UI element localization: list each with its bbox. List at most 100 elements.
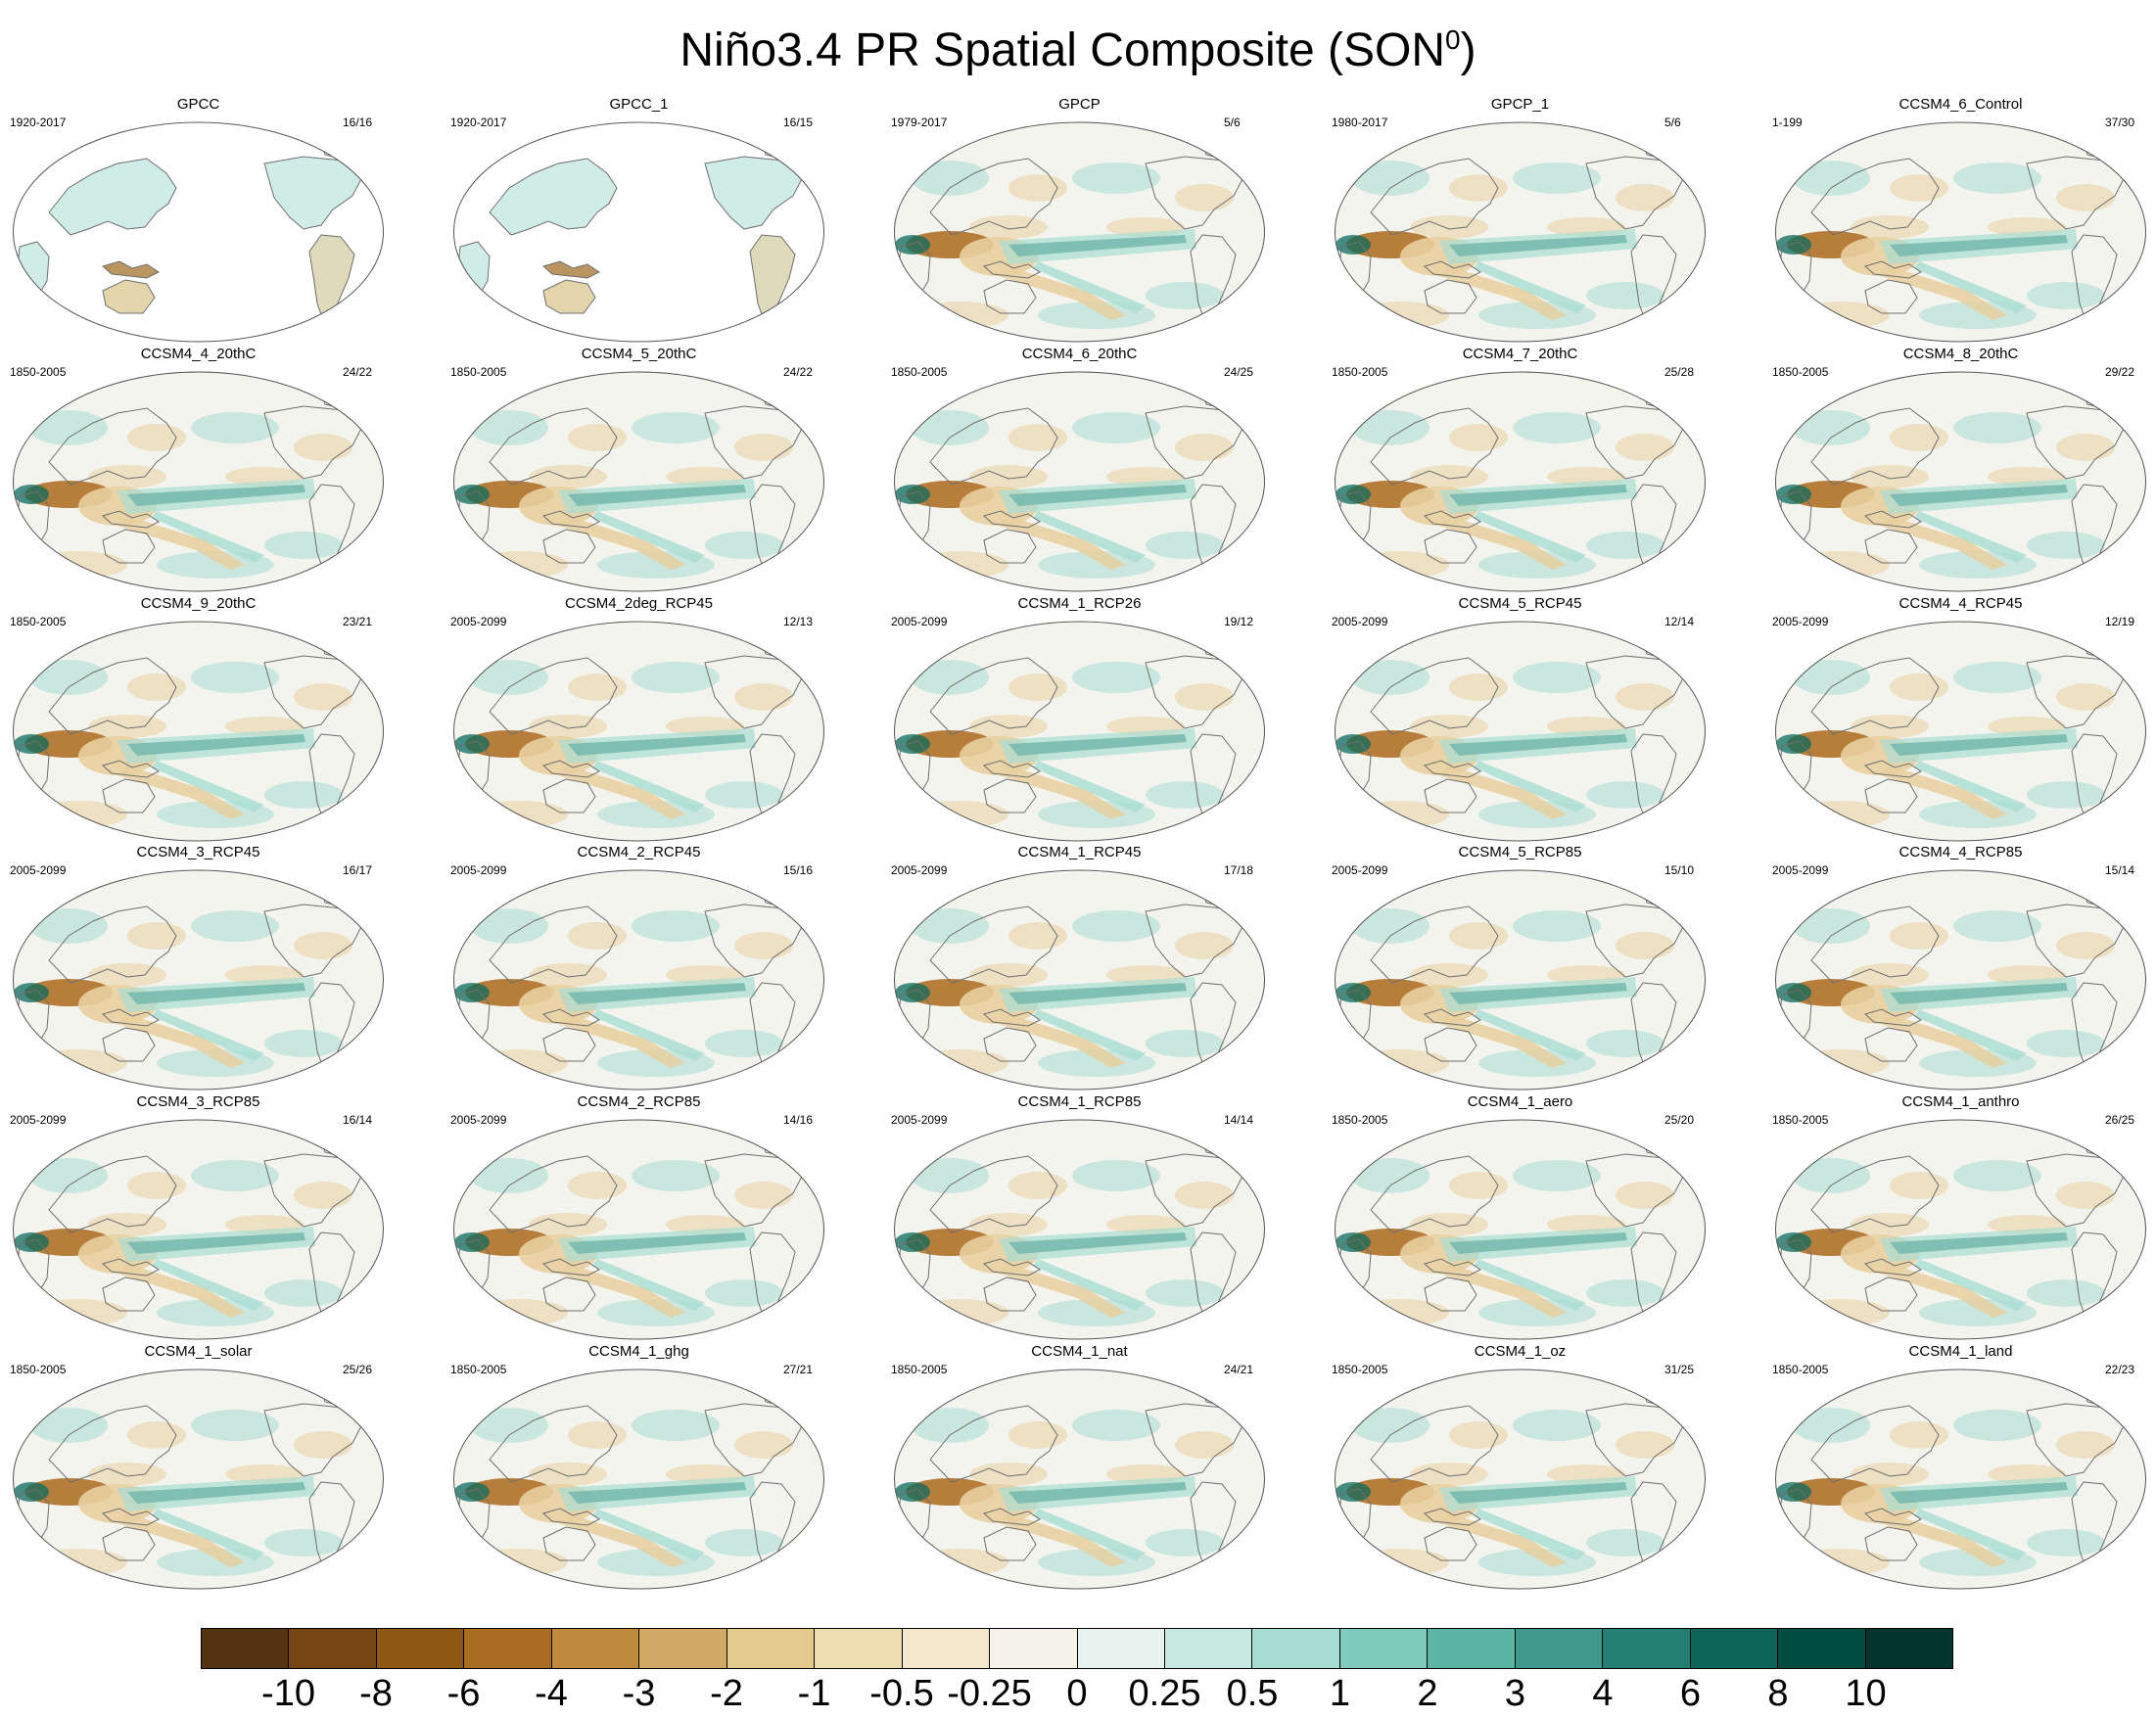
- colorbar-swatch: [815, 1629, 903, 1668]
- map-plot: [1775, 1119, 2146, 1340]
- panel-years: 2005-2099: [1772, 615, 1829, 628]
- panel-count: 24/25: [1224, 365, 1254, 379]
- colorbar-tick-label: -3: [622, 1673, 656, 1714]
- map-panel: CCSM4_1_solar 1850-2005 25/26: [10, 1343, 450, 1593]
- map-panel: CCSM4_1_RCP85 2005-2099 14/14: [891, 1093, 1332, 1343]
- panel-years: 2005-2099: [1332, 615, 1388, 628]
- colorbar-tick-label: -10: [261, 1673, 315, 1714]
- map-panel: CCSM4_2_RCP85 2005-2099 14/16: [450, 1093, 891, 1343]
- panel-title: GPCP: [1058, 96, 1101, 113]
- map-plot: [1335, 621, 1706, 842]
- panel-title: CCSM4_9_20thC: [140, 595, 257, 612]
- panel-count: 24/21: [1224, 1363, 1254, 1376]
- panel-title: CCSM4_1_ghg: [588, 1343, 689, 1360]
- map-plot: [894, 371, 1265, 592]
- map-panel: CCSM4_6_20thC 1850-2005 24/25: [891, 346, 1332, 595]
- map-plot: [453, 869, 824, 1091]
- colorbar-swatch: [464, 1629, 552, 1668]
- panel-title: CCSM4_5_20thC: [581, 346, 697, 362]
- colorbar-tick-label: -6: [446, 1673, 481, 1714]
- panel-years: 1850-2005: [1332, 1113, 1388, 1127]
- map-panel: CCSM4_9_20thC 1850-2005 23/21: [10, 595, 450, 845]
- map-panel: CCSM4_4_RCP85 2005-2099 15/14: [1772, 844, 2156, 1093]
- colorbar-tick-label: -0.5: [869, 1673, 934, 1714]
- panel-years: 2005-2099: [450, 863, 507, 877]
- map-panel: GPCP 1979-2017 5/6: [891, 96, 1332, 346]
- colorbar-tick-label: -0.25: [947, 1673, 1032, 1714]
- map-panel: CCSM4_1_oz 1850-2005 31/25: [1332, 1343, 1772, 1593]
- figure-title: Niño3.4 PR Spatial Composite (SON0): [0, 6, 2156, 85]
- colorbar-swatch: [639, 1629, 727, 1668]
- map-panel: CCSM4_5_RCP85 2005-2099 15/10: [1332, 844, 1772, 1093]
- panel-years: 2005-2099: [450, 1113, 507, 1127]
- panel-count: 25/26: [343, 1363, 373, 1376]
- map-plot: [13, 621, 384, 842]
- map-plot: [453, 1369, 824, 1590]
- panel-years: 1850-2005: [1332, 1363, 1388, 1376]
- colorbar-tick-label: -1: [797, 1673, 831, 1714]
- panel-years: 1850-2005: [1772, 365, 1829, 379]
- title-text: Niño3.4 PR Spatial Composite (SON: [680, 24, 1446, 76]
- colorbar-tick-label: 10: [1845, 1673, 1887, 1714]
- panel-title: CCSM4_4_20thC: [140, 346, 257, 362]
- panel-title: GPCC: [176, 96, 220, 113]
- panel-years: 1850-2005: [891, 1363, 948, 1376]
- map-plot: [1775, 121, 2146, 343]
- map-plot: [453, 621, 824, 842]
- panel-title: GPCC_1: [609, 96, 669, 113]
- map-panel: CCSM4_3_RCP45 2005-2099 16/17: [10, 844, 450, 1093]
- map-plot: [1775, 1369, 2146, 1590]
- map-panel: CCSM4_1_ghg 1850-2005 27/21: [450, 1343, 891, 1593]
- map-plot: [894, 121, 1265, 343]
- map-panel: CCSM4_1_nat 1850-2005 24/21: [891, 1343, 1332, 1593]
- panel-count: 26/25: [2105, 1113, 2135, 1127]
- panel-count: 5/6: [1224, 116, 1241, 129]
- panel-years: 1850-2005: [891, 365, 948, 379]
- panel-count: 12/19: [2105, 615, 2135, 628]
- map-plot: [453, 1119, 824, 1340]
- map-panel: CCSM4_4_RCP45 2005-2099 12/19: [1772, 595, 2156, 845]
- map-panel: CCSM4_8_20thC 1850-2005 29/22: [1772, 346, 2156, 595]
- panel-count: 23/21: [343, 615, 373, 628]
- panel-count: 17/18: [1224, 863, 1254, 877]
- map-plot: [1335, 1119, 1706, 1340]
- colorbar-swatch: [726, 1629, 816, 1668]
- map-plot: [1775, 621, 2146, 842]
- panel-count: 27/21: [783, 1363, 814, 1376]
- colorbar-swatch: [902, 1629, 991, 1668]
- colorbar-tick-label: 2: [1417, 1673, 1438, 1714]
- map-plot: [1775, 371, 2146, 592]
- colorbar-tick-label: 0: [1066, 1673, 1088, 1714]
- colorbar-swatch: [551, 1629, 640, 1668]
- panel-title: CCSM4_2deg_RCP45: [565, 595, 713, 612]
- panel-years: 1920-2017: [450, 116, 507, 129]
- panel-years: 1850-2005: [10, 615, 67, 628]
- panel-count: 5/6: [1664, 116, 1681, 129]
- panel-title: CCSM4_1_anthro: [1901, 1093, 2020, 1110]
- panel-title: CCSM4_1_aero: [1467, 1093, 1573, 1110]
- map-plot: [1775, 869, 2146, 1091]
- panel-count: 19/12: [1224, 615, 1254, 628]
- map-plot: [13, 869, 384, 1091]
- panel-title: CCSM4_1_RCP26: [1017, 595, 1142, 612]
- panel-title: CCSM4_3_RCP45: [136, 844, 260, 860]
- panel-years: 1-199: [1772, 116, 1803, 129]
- panel-count: 15/14: [2105, 863, 2135, 877]
- panel-count: 22/23: [2105, 1363, 2135, 1376]
- panel-title: GPCP_1: [1490, 96, 1550, 113]
- map-panel: GPCC 1920-2017 16/16: [10, 96, 450, 346]
- panel-count: 31/25: [1664, 1363, 1695, 1376]
- map-panel: CCSM4_2deg_RCP45 2005-2099 12/13: [450, 595, 891, 845]
- panel-count: 16/14: [343, 1113, 373, 1127]
- map-plot: [894, 1369, 1265, 1590]
- colorbar-tick-label: -8: [359, 1673, 393, 1714]
- panel-years: 2005-2099: [450, 615, 507, 628]
- panel-title: CCSM4_1_solar: [144, 1343, 253, 1360]
- colorbar-tick-label: 1: [1329, 1673, 1351, 1714]
- panel-count: 14/16: [783, 1113, 814, 1127]
- panel-title: CCSM4_3_RCP85: [136, 1093, 260, 1110]
- panel-years: 2005-2099: [1772, 863, 1829, 877]
- panel-count: 24/22: [343, 365, 373, 379]
- panel-count: 25/20: [1664, 1113, 1695, 1127]
- colorbar-tick-label: 0.25: [1128, 1673, 1201, 1714]
